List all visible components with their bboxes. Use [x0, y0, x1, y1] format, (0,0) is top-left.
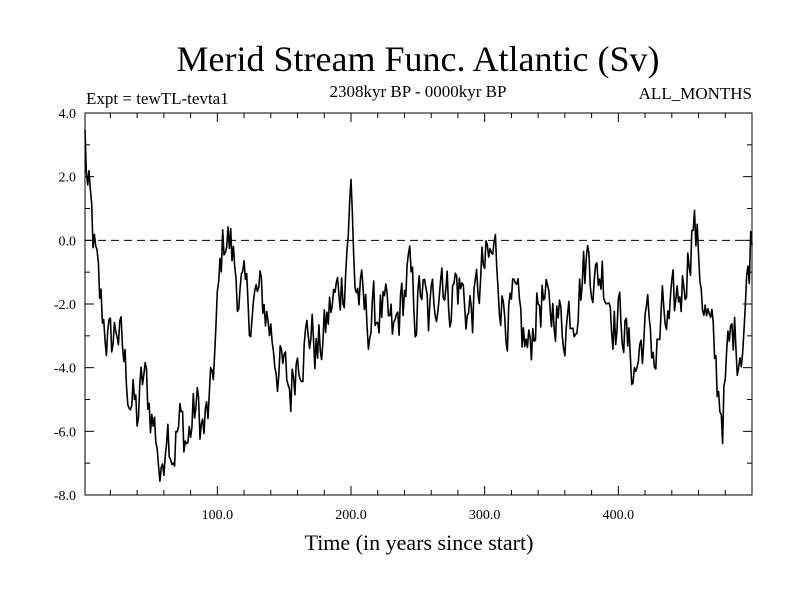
- time-range-label: 2308kyr BP - 0000kyr BP: [330, 82, 507, 101]
- y-tick-label: -8.0: [54, 489, 76, 504]
- x-tick-label: 300.0: [469, 508, 501, 523]
- y-tick-label: -6.0: [54, 425, 76, 440]
- x-tick-label: 100.0: [202, 508, 234, 523]
- x-tick-label: 400.0: [603, 508, 635, 523]
- y-tick-label: 2.0: [59, 171, 77, 186]
- axis-ticks: [85, 112, 752, 496]
- y-tick-label: -2.0: [54, 298, 76, 313]
- chart-title: Merid Stream Func. Atlantic (Sv): [177, 39, 660, 79]
- months-label: ALL_MONTHS: [639, 84, 752, 103]
- y-tick-label: 4.0: [59, 107, 77, 122]
- x-tick-label: 200.0: [335, 508, 367, 523]
- y-tick-label: 0.0: [59, 234, 77, 249]
- y-tick-label: -4.0: [54, 362, 76, 377]
- tick-labels: 4.0 2.0 0.0 -2.0 -4.0 -6.0 -8.0 100.0 200.0 300.0…: [54, 107, 634, 523]
- plot-frame: [84, 112, 753, 496]
- x-axis-label: Time (in years since start): [305, 530, 534, 555]
- series-line: [84, 129, 753, 482]
- experiment-label: Expt = tewTL-tevta1: [86, 89, 229, 108]
